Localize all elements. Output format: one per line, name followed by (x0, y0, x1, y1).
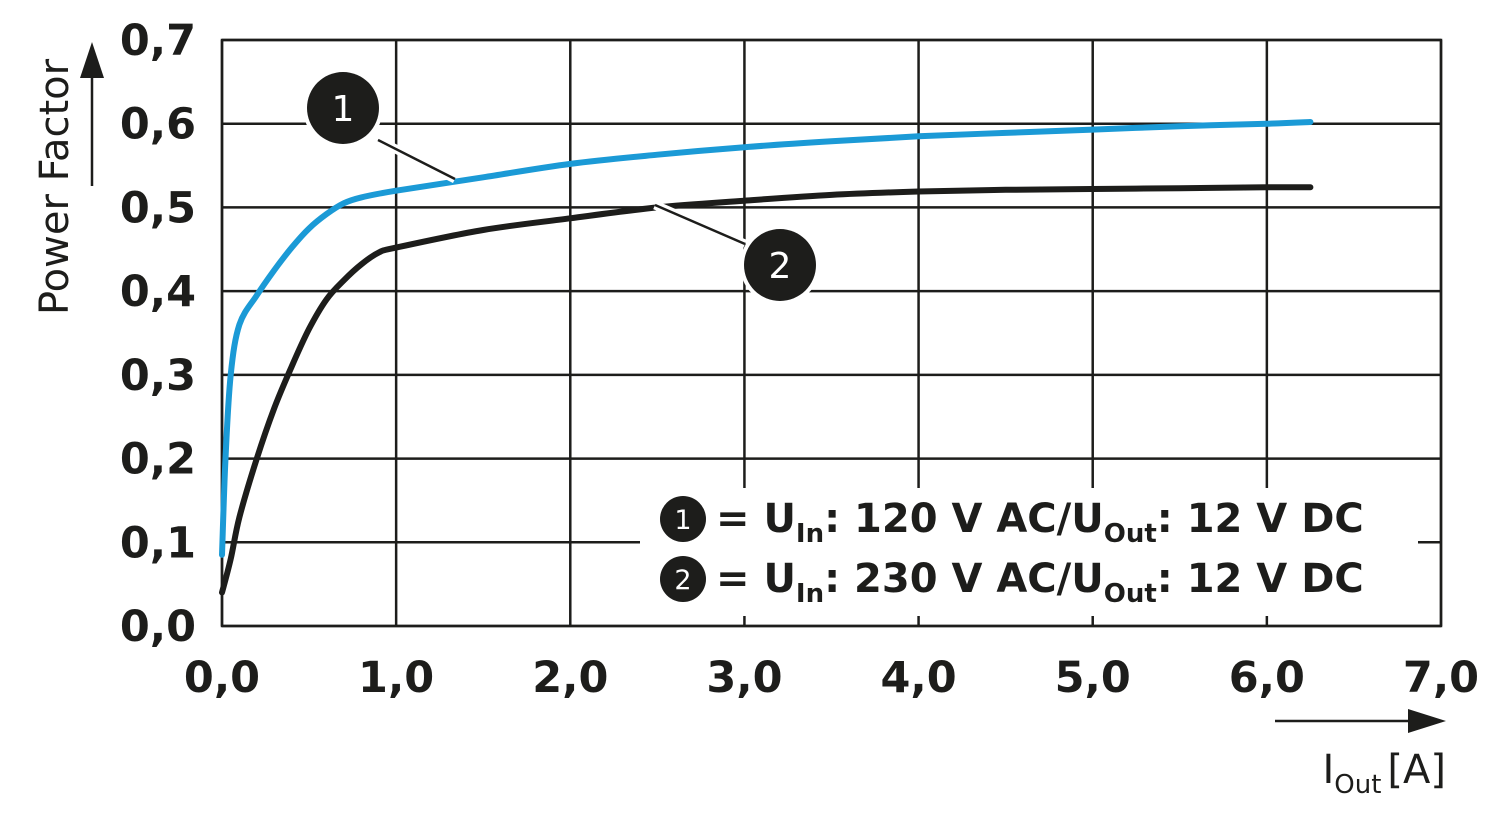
plot-frame (220, 38, 1443, 628)
x-tick-label-3: 3,0 (706, 653, 782, 703)
y-tick-label-4: 0,4 (120, 267, 196, 317)
callout-badge-label-1: 1 (332, 89, 355, 130)
x-tick-label-7: 7,0 (1403, 653, 1479, 703)
y-tick-labels: 0,0 0,1 0,2 0,3 0,4 0,5 0,6 0,7 (120, 16, 196, 652)
y-tick-label-6: 0,6 (120, 100, 196, 150)
x-tick-labels: 0,0 1,0 2,0 3,0 4,0 5,0 6,0 7,0 (184, 653, 1479, 703)
x-axis-title: IOut [A] (1322, 747, 1446, 800)
y-tick-label-0: 0,0 (120, 602, 196, 652)
x-tick-label-0: 0,0 (184, 653, 260, 703)
x-tick-label-5: 5,0 (1055, 653, 1131, 703)
x-tick-label-1: 1,0 (358, 653, 434, 703)
x-tick-label-6: 6,0 (1229, 653, 1305, 703)
x-tick-label-2: 2,0 (532, 653, 608, 703)
legend-marker-2 (660, 556, 706, 602)
legend-marker-1 (660, 496, 706, 542)
curve-1 (219, 119, 1314, 558)
y-axis-title-group: Power Factor (32, 42, 104, 315)
y-tick-label-7: 0,7 (120, 16, 196, 66)
callout-leader-1 (377, 138, 456, 181)
x-tick-label-4: 4,0 (880, 653, 956, 703)
legend-entry-2-text: = UIn: 230 V AC/UOut: 12 V DC (716, 556, 1364, 609)
callout-badge-label-2: 2 (769, 246, 792, 287)
curve-callouts: 12 (303, 68, 820, 305)
x-axis-arrow-head (1408, 709, 1446, 733)
legend-marker-1-label: 1 (674, 505, 691, 536)
y-tick-label-1: 0,1 (120, 518, 196, 568)
y-tick-label-2: 0,2 (120, 435, 196, 485)
callout-leader-2 (654, 203, 746, 246)
callout-badge-2 (744, 229, 816, 301)
y-tick-label-3: 0,3 (120, 351, 196, 401)
legend-entry-2: 2 = UIn: 230 V AC/UOut: 12 V DC (660, 556, 1364, 609)
legend: 1 = UIn: 120 V AC/UOut: 12 V DC 2 = UIn:… (640, 488, 1418, 616)
y-axis-title: Power Factor (32, 58, 78, 315)
y-tick-label-5: 0,5 (120, 183, 196, 233)
legend-entry-1-text: = UIn: 120 V AC/UOut: 12 V DC (716, 496, 1364, 549)
curves (219, 119, 1314, 596)
legend-marker-2-label: 2 (674, 565, 691, 596)
x-axis-title-group: IOut [A] (1275, 709, 1446, 800)
legend-background (640, 488, 1418, 616)
y-axis-arrow-head (80, 42, 104, 78)
curve-2 (219, 184, 1314, 596)
callout-badge-1 (307, 72, 379, 144)
legend-entry-1: 1 = UIn: 120 V AC/UOut: 12 V DC (660, 496, 1364, 549)
